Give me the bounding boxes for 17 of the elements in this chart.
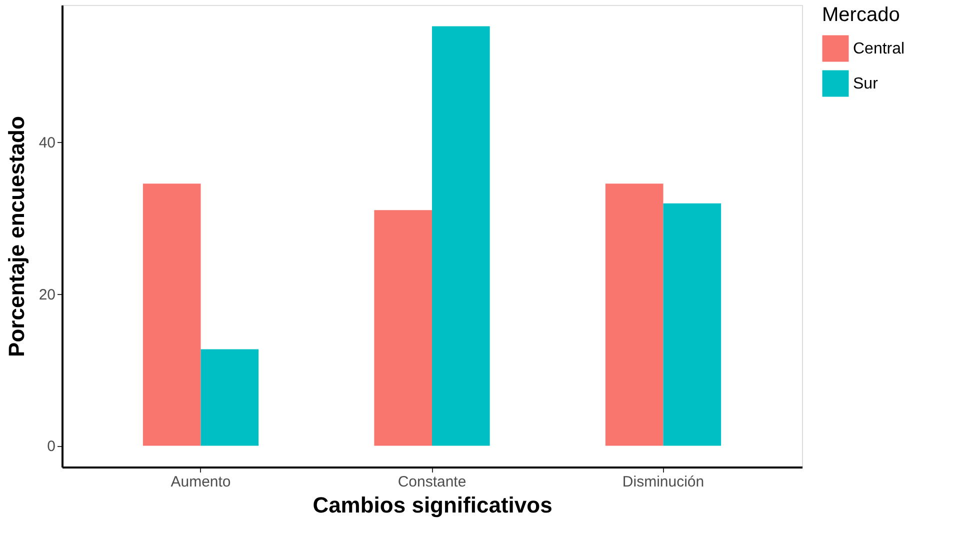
bar bbox=[605, 184, 664, 446]
bar bbox=[374, 210, 432, 446]
bar bbox=[142, 184, 201, 446]
legend-label: Sur bbox=[853, 76, 879, 92]
x-tick-label: Aumento bbox=[170, 474, 231, 490]
bar bbox=[663, 203, 722, 446]
x-tick-label: Disminución bbox=[622, 474, 704, 490]
legend-title: Mercado bbox=[822, 4, 900, 26]
bar bbox=[200, 349, 259, 446]
x-tick-label: Constante bbox=[398, 474, 466, 490]
bar bbox=[432, 26, 490, 446]
y-tick-label: 0 bbox=[47, 438, 56, 456]
x-axis-title: Cambios significativos bbox=[312, 492, 552, 518]
legend-label: Central bbox=[853, 40, 905, 58]
y-tick-label: 20 bbox=[38, 286, 56, 304]
y-tick-label: 40 bbox=[38, 134, 56, 152]
y-axis-title: Porcentaje encuestado bbox=[4, 116, 29, 357]
